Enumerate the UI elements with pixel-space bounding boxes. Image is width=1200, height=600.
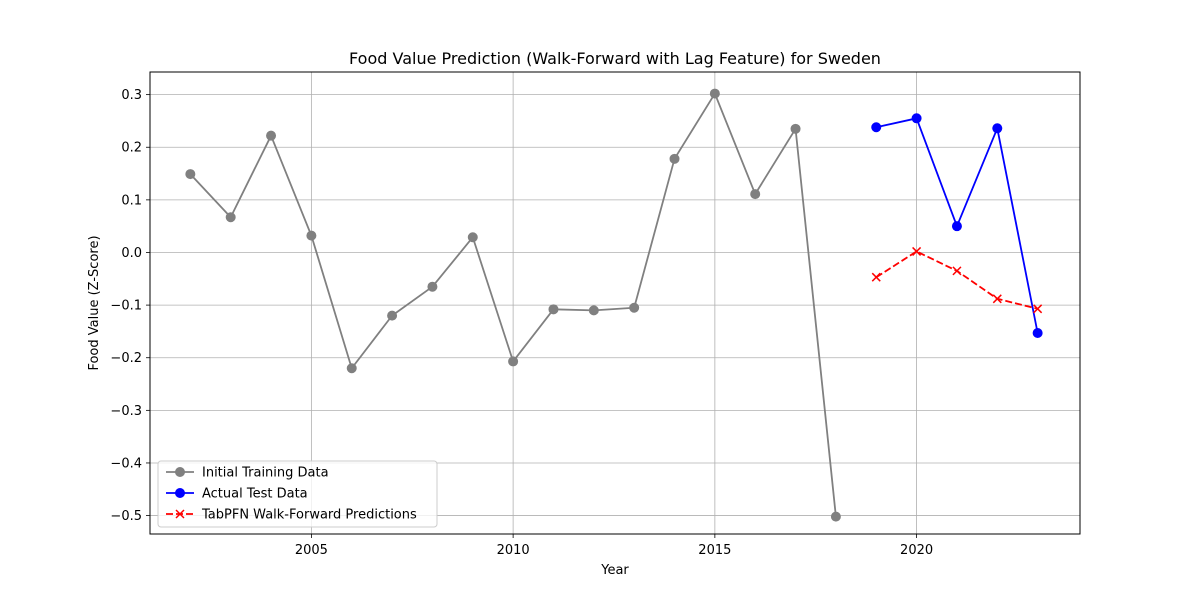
data-point (548, 304, 559, 315)
legend-label: TabPFN Walk-Forward Predictions (201, 508, 417, 523)
x-marker-stroke (871, 272, 881, 282)
series-1 (871, 113, 1043, 338)
plot-frame (149, 71, 1081, 535)
data-point (992, 123, 1003, 134)
data-point (709, 88, 720, 99)
x-tick-label: 2010 (497, 543, 530, 558)
x-tick-label: 2005 (295, 543, 328, 558)
data-point (508, 356, 519, 367)
x-tick-label: 2015 (698, 543, 731, 558)
y-tick-label: 0.2 (121, 141, 142, 156)
data-point (830, 511, 841, 522)
legend-item: Initial Training Data (166, 466, 329, 481)
chart-title: Food Value Prediction (Walk-Forward with… (349, 49, 881, 68)
legend-label: Initial Training Data (202, 466, 329, 481)
y-tick-label: 0.1 (121, 193, 142, 208)
legend-marker (175, 467, 185, 477)
y-tick-label: −0.2 (110, 351, 142, 366)
legend-marker (175, 509, 185, 519)
data-point (871, 122, 882, 133)
data-point (1032, 327, 1043, 338)
series-layer (185, 88, 1043, 522)
y-tick-label: −0.1 (110, 299, 142, 314)
series-line (875, 250, 1038, 310)
data-point (427, 281, 438, 292)
data-point (951, 221, 962, 232)
data-point (1033, 304, 1043, 314)
x-marker-stroke (175, 509, 185, 519)
data-point (467, 232, 478, 243)
tick-layer: 2005 2010 2015 2020 −0.5 −0.4 −0.3 −0.2 −0.1 0.0 0… (110, 88, 933, 558)
data-point (669, 153, 680, 164)
x-marker-stroke (952, 266, 962, 276)
data-point (225, 212, 236, 223)
legend-box (157, 460, 438, 528)
legend-marker (175, 488, 185, 498)
data-point (952, 266, 962, 276)
x-marker-stroke (1033, 304, 1043, 314)
data-point (387, 310, 398, 321)
x-axis-label: Year (600, 563, 629, 578)
data-point (911, 113, 922, 124)
data-point (871, 272, 881, 282)
x-marker-stroke (912, 246, 922, 256)
series-2 (871, 246, 1043, 314)
x-tick-label: 2020 (900, 543, 933, 558)
data-point (346, 363, 357, 374)
data-point (185, 169, 196, 180)
legend-item: TabPFN Walk-Forward Predictions (166, 508, 417, 523)
legend-label: Actual Test Data (202, 487, 308, 502)
y-tick-label: −0.3 (110, 404, 142, 419)
data-point (790, 123, 801, 134)
data-point (912, 246, 922, 256)
data-point (992, 294, 1002, 304)
legend: Initial Training Data Actual Test Data Tab… (157, 460, 438, 528)
y-tick-label: 0.0 (121, 246, 142, 261)
legend-item: Actual Test Data (166, 487, 308, 502)
data-point (306, 230, 317, 241)
data-point (266, 130, 277, 141)
series-0 (185, 88, 841, 522)
data-point (750, 189, 761, 200)
y-tick-label: 0.3 (121, 88, 142, 103)
data-point (588, 305, 599, 316)
x-marker-stroke (992, 294, 1002, 304)
y-tick-label: −0.5 (110, 509, 142, 524)
data-point (629, 302, 640, 313)
y-tick-label: −0.4 (110, 456, 142, 471)
y-axis-label: Food Value (Z-Score) (87, 235, 102, 370)
